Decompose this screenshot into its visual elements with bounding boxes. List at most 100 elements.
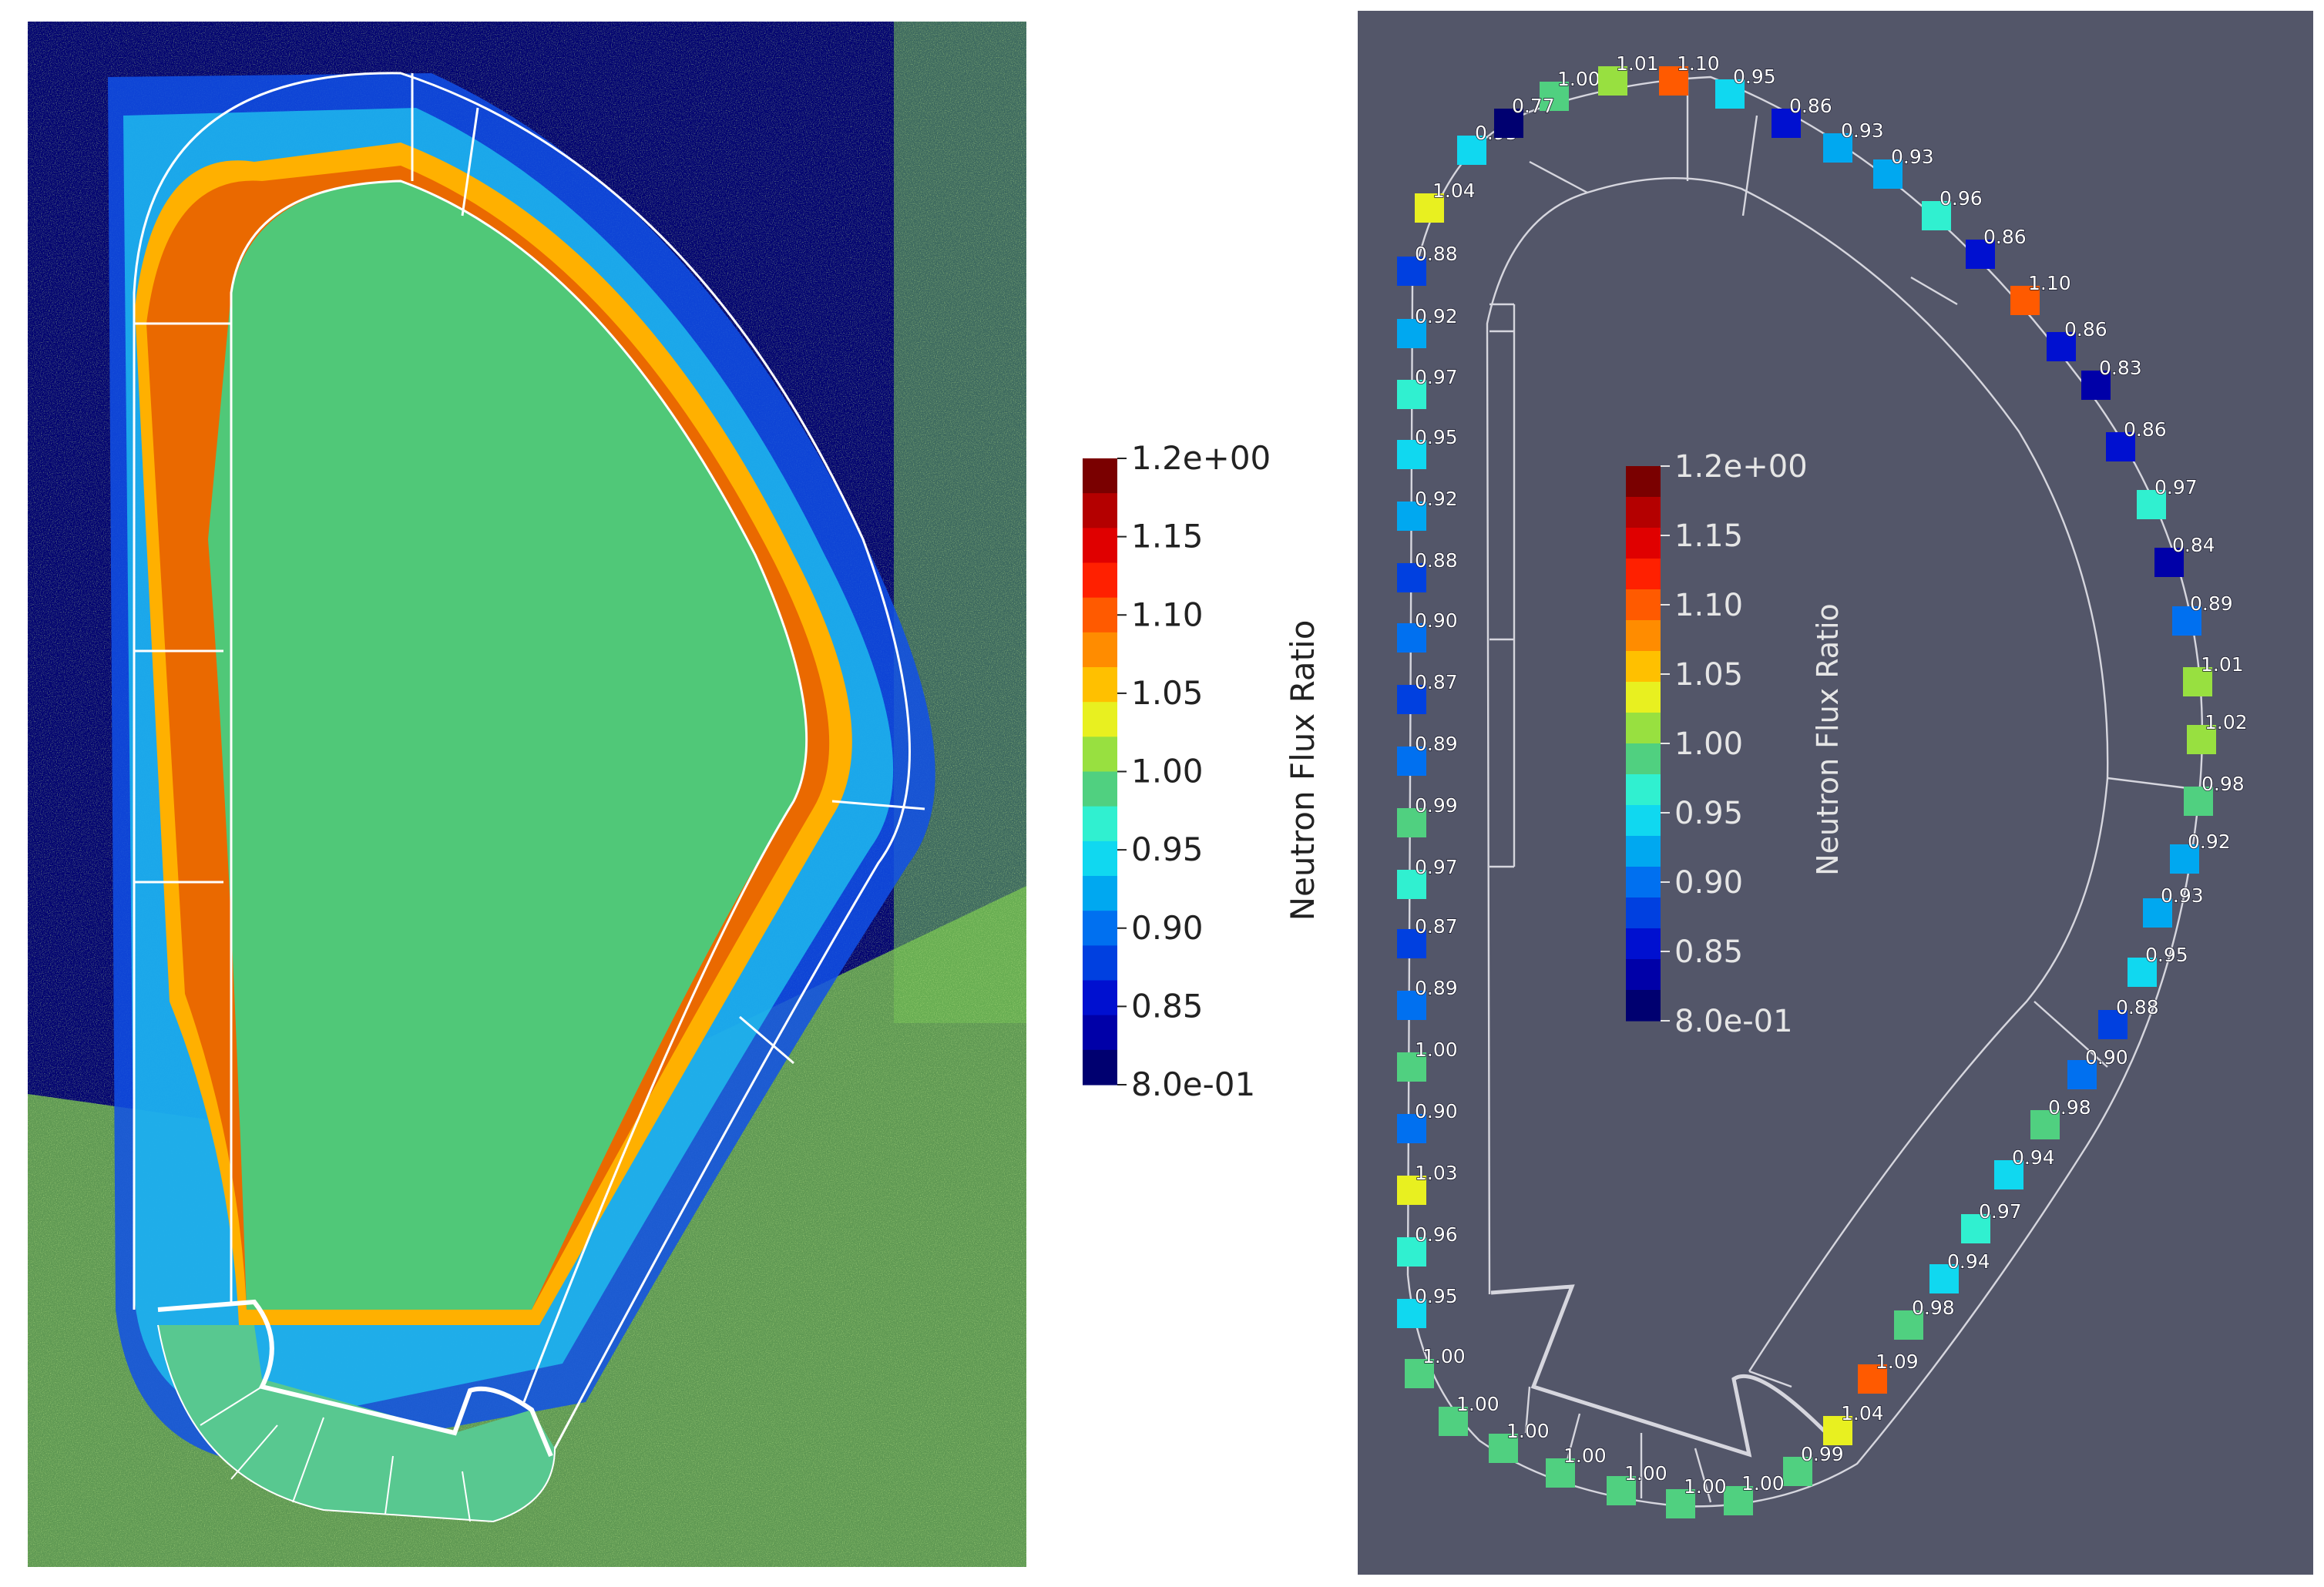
detector-label: 0.86 xyxy=(1789,95,1832,117)
detector-label: 0.90 xyxy=(1415,609,1458,632)
detector-label: 0.92 xyxy=(2188,830,2231,853)
detector-label: 0.92 xyxy=(1415,305,1458,327)
detector-label: 0.98 xyxy=(2048,1096,2091,1119)
detector-marker xyxy=(2184,787,2213,816)
colorbar-right: 1.2e+00 1.15 1.10 1.05 1.00 0.95 0.90 0.85 8.0e-… xyxy=(1626,449,1845,1039)
detector-marker xyxy=(2106,432,2135,461)
detector-marker xyxy=(1724,1486,1753,1515)
detector-panel-background xyxy=(1358,11,2313,1575)
detector-marker xyxy=(1894,1310,1923,1340)
detector-marker xyxy=(1397,1237,1426,1267)
colorbar-swatch xyxy=(1626,589,1661,621)
detector-label: 1.00 xyxy=(1624,1462,1667,1485)
colorbar-swatch xyxy=(1083,528,1117,564)
detector-marker xyxy=(2081,371,2111,400)
detector-marker xyxy=(2154,548,2184,577)
colorbar-tick-label: 1.00 xyxy=(1131,753,1204,790)
detector-marker xyxy=(1922,201,1951,230)
colorbar-tick-label: 0.95 xyxy=(1131,830,1204,868)
detector-label: 1.00 xyxy=(1557,68,1600,90)
detector-label: 1.00 xyxy=(1684,1475,1727,1498)
detector-marker xyxy=(1546,1458,1575,1488)
detector-panel: 1.001.01 1.100.950.860.930.930.960.861.10… xyxy=(1358,11,2313,1575)
detector-label: 1.09 xyxy=(1876,1350,1919,1373)
detector-marker xyxy=(1405,1359,1434,1388)
colorbar-tick-label: 1.2e+00 xyxy=(1674,449,1808,485)
detector-marker xyxy=(2067,1060,2097,1089)
detector-marker xyxy=(1873,159,1903,189)
colorbar-title: Neutron Flux Ratio xyxy=(1811,603,1845,876)
detector-markers: 1.001.01 1.100.950.860.930.930.960.861.10… xyxy=(1397,52,2248,1518)
detector-marker xyxy=(1439,1407,1468,1436)
detector-marker xyxy=(1598,66,1627,96)
detector-label: 0.96 xyxy=(1939,187,1983,210)
colorbar-swatch xyxy=(1626,466,1661,498)
detector-label: 0.89 xyxy=(1415,733,1458,755)
detector-marker xyxy=(1415,193,1444,223)
flux-map-panel xyxy=(28,22,1026,1567)
divertor-region xyxy=(158,1325,555,1522)
detector-marker xyxy=(1397,380,1426,409)
detector-label: 1.00 xyxy=(1563,1444,1607,1467)
colorbar-tick-label: 0.85 xyxy=(1674,934,1743,970)
colorbar-swatch xyxy=(1626,651,1661,683)
colorbar-swatch xyxy=(1083,562,1117,599)
detector-label: 0.95 xyxy=(1415,1285,1458,1307)
detector-label: 0.93 xyxy=(1841,119,1884,142)
detector-marker xyxy=(1397,440,1426,469)
colorbar-swatch xyxy=(1626,713,1661,744)
detector-label: 0.98 xyxy=(2201,773,2245,795)
detector-marker xyxy=(1929,1264,1959,1293)
detector-label: 0.94 xyxy=(2012,1146,2055,1169)
detector-label: 0.89 xyxy=(2190,592,2233,615)
detector-label: 1.04 xyxy=(1841,1402,1884,1424)
colorbar-swatch xyxy=(1083,911,1117,946)
detector-marker xyxy=(1397,623,1426,653)
colorbar-swatch xyxy=(1626,898,1661,929)
detector-marker xyxy=(2183,667,2212,696)
detector-marker xyxy=(1494,109,1523,138)
detector-marker xyxy=(1397,808,1426,837)
detector-label: 0.90 xyxy=(2085,1046,2128,1069)
detector-marker xyxy=(1397,1176,1426,1205)
detector-label: 0.83 xyxy=(2099,357,2142,379)
detector-label: 0.94 xyxy=(1947,1250,1990,1273)
detector-label: 0.92 xyxy=(1415,488,1458,510)
plasma-core xyxy=(208,181,807,1310)
detector-label: 0.88 xyxy=(1415,549,1458,572)
colorbar-swatch xyxy=(1083,1015,1117,1051)
detector-label: 0.86 xyxy=(2064,318,2107,341)
detector-label: 1.00 xyxy=(1415,1038,1458,1061)
colorbar-swatch xyxy=(1083,597,1117,633)
detector-label: 0.96 xyxy=(1415,1223,1458,1246)
detector-marker xyxy=(1397,1114,1426,1143)
colorbar-tick-label: 1.15 xyxy=(1131,518,1204,555)
colorbar-tick-label: 1.05 xyxy=(1674,657,1743,693)
detector-label: 0.86 xyxy=(2124,418,2167,441)
detector-label: 0.99 xyxy=(1801,1443,1844,1465)
detector-label: 0.97 xyxy=(2154,476,2198,498)
colorbar-swatch xyxy=(1626,559,1661,590)
detector-marker xyxy=(1457,136,1486,165)
detector-label: 0.84 xyxy=(2172,534,2215,556)
colorbar-swatch xyxy=(1083,1049,1117,1085)
detector-label: 1.01 xyxy=(2201,653,2244,676)
detector-marker xyxy=(1540,82,1569,111)
detector-label: 1.00 xyxy=(1741,1472,1785,1495)
colorbar-tick-label: 0.85 xyxy=(1131,987,1204,1025)
detector-marker xyxy=(2143,898,2172,928)
colorbar-swatch xyxy=(1083,876,1117,911)
colorbar-swatch xyxy=(1626,867,1661,898)
detector-label: 1.04 xyxy=(1432,180,1476,202)
detector-label: 0.93 xyxy=(1891,146,1934,168)
colorbar-tick-label: 0.90 xyxy=(1674,865,1743,901)
colorbar-swatch xyxy=(1626,743,1661,775)
detector-marker xyxy=(1666,1489,1695,1518)
detector-marker xyxy=(2098,1010,2128,1039)
detector-marker xyxy=(2170,844,2199,874)
detector-marker xyxy=(2128,958,2157,987)
detector-label: 0.95 xyxy=(2145,944,2188,966)
detector-marker xyxy=(1397,991,1426,1020)
colorbar-left: 1.2e+00 1.15 1.10 1.05 1.00 0.95 0.90 0.85 8.0e-… xyxy=(1083,439,1322,1103)
detector-marker xyxy=(1397,747,1426,776)
